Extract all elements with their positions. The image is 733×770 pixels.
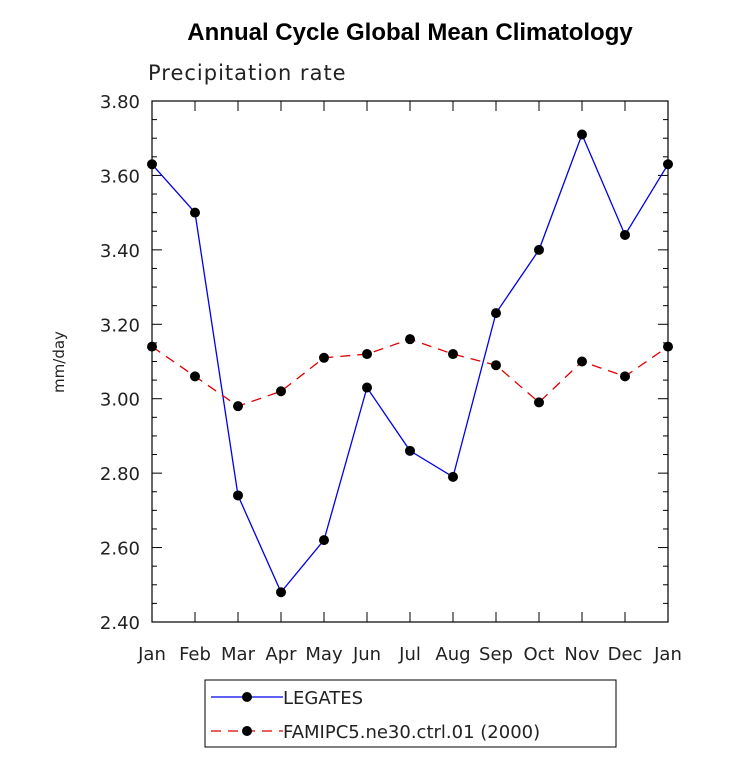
y-tick-label: 3.80 — [100, 92, 140, 113]
series-line-0 — [151, 132, 669, 594]
x-tick-label: May — [305, 644, 343, 665]
legend-box — [204, 679, 617, 748]
chart-title: Annual Cycle Global Mean Climatology — [187, 19, 633, 46]
series-point-1 — [276, 386, 286, 397]
series-point-0 — [663, 159, 673, 170]
legend: LEGATES FAMIPC5.ne30.ctrl.01 (2000) — [204, 679, 617, 748]
legend-marker-famipc5 — [242, 726, 252, 736]
series-point-1 — [233, 401, 243, 412]
series-point-0 — [362, 382, 372, 393]
series-point-0 — [319, 535, 329, 546]
x-tick-label: Jan — [653, 644, 682, 665]
y-tick-label: 3.60 — [100, 166, 140, 187]
x-tick-label: Mar — [221, 644, 256, 665]
y-tick-label: 2.40 — [100, 613, 140, 634]
series-point-1 — [147, 341, 157, 352]
x-tick-label: Nov — [564, 644, 599, 665]
series-point-0 — [233, 490, 243, 501]
y-tick-label: 2.80 — [100, 464, 140, 485]
series-point-0 — [190, 207, 200, 218]
series-point-0 — [448, 471, 458, 482]
x-tick-label: Aug — [435, 644, 470, 665]
legend-label-legates: LEGATES — [283, 688, 363, 709]
series-point-0 — [534, 244, 544, 255]
series-point-1 — [491, 360, 501, 371]
series-point-0 — [276, 587, 286, 598]
x-tick-label: Feb — [179, 644, 211, 665]
y-tick-label: 3.40 — [100, 241, 140, 262]
series-point-0 — [147, 159, 157, 170]
y-tick-label: 2.60 — [100, 539, 140, 560]
series-point-1 — [534, 397, 544, 408]
y-axis-label: mm/day — [50, 331, 68, 393]
series-point-1 — [362, 349, 372, 360]
series-layer — [147, 129, 673, 598]
series-point-1 — [405, 334, 415, 345]
x-tick-label: Dec — [608, 644, 643, 665]
legend-label-famipc5: FAMIPC5.ne30.ctrl.01 (2000) — [283, 722, 540, 743]
series-point-0 — [620, 229, 630, 240]
series-point-1 — [448, 349, 458, 360]
y-axis: 2.40 2.60 2.80 3.00 3.20 3.40 3.60 3.80 — [100, 92, 668, 634]
series-point-1 — [577, 356, 587, 367]
x-tick-label: Sep — [479, 644, 513, 665]
chart-subtitle: Precipitation rate — [148, 61, 347, 85]
y-tick-label: 3.20 — [100, 315, 140, 336]
series-point-1 — [319, 352, 329, 363]
series-point-1 — [620, 371, 630, 382]
x-tick-label: Oct — [523, 644, 554, 665]
x-tick-label: Jun — [352, 644, 381, 665]
series-point-0 — [405, 445, 415, 456]
series-point-0 — [491, 308, 501, 319]
series-point-1 — [663, 341, 673, 352]
plot-frame — [151, 100, 669, 623]
x-tick-label: Jan — [137, 644, 166, 665]
x-tick-label: Jul — [398, 644, 421, 665]
series-point-0 — [577, 129, 587, 140]
series-point-1 — [190, 371, 200, 382]
x-axis: Jan Feb Mar Apr May Jun Jul Aug Sep Oct Nov Dec Jan — [137, 101, 682, 665]
x-tick-label: Apr — [265, 644, 297, 665]
series-line-1 — [151, 338, 669, 407]
legend-marker-legates — [242, 692, 252, 702]
y-tick-label: 3.00 — [100, 390, 140, 411]
